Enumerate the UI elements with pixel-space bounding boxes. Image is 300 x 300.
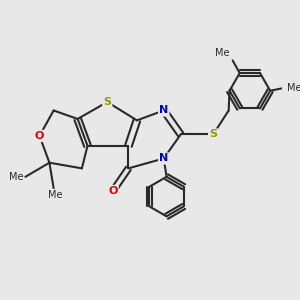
Text: N: N: [159, 154, 168, 164]
Text: Me: Me: [287, 83, 300, 93]
Text: Me: Me: [215, 48, 230, 58]
Text: O: O: [108, 186, 118, 196]
Text: S: S: [209, 130, 217, 140]
Text: Me: Me: [48, 190, 62, 200]
Text: O: O: [35, 131, 44, 141]
Text: Me: Me: [10, 172, 24, 182]
Text: S: S: [103, 97, 111, 107]
Text: N: N: [159, 106, 168, 116]
